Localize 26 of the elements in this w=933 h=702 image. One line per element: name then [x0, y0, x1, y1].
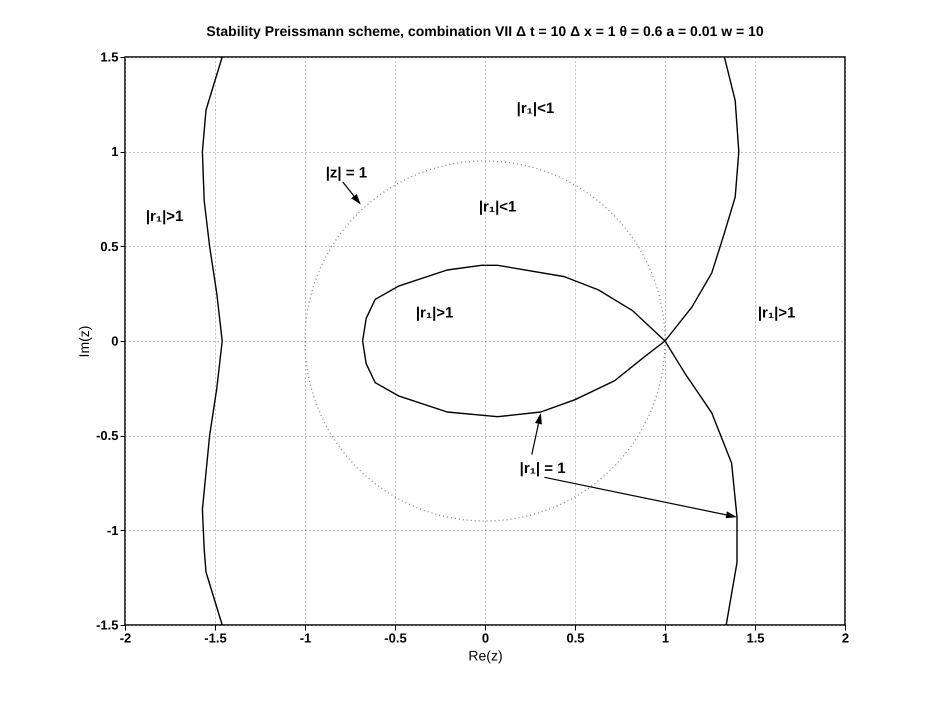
annotation: |z| = 1 [326, 164, 368, 182]
x-tick-label: -0.5 [384, 630, 407, 646]
x-tick-label: 2 [842, 630, 850, 646]
y-tick-label: -1 [106, 522, 118, 538]
annotation: |r₁|<1 [478, 198, 516, 216]
x-tick-label: -2 [120, 630, 132, 646]
y-tick-label: 1 [111, 144, 118, 160]
x-tick-label: 0.5 [566, 630, 585, 646]
x-axis-title: Re(z) [468, 648, 503, 664]
x-tick-label: 0 [482, 630, 490, 646]
x-tick-label: 1 [662, 630, 670, 646]
y-tick-label: -1.5 [96, 618, 118, 632]
y-tick-label: 0.5 [100, 238, 118, 254]
annotation: |r₁| = 1 [520, 460, 566, 477]
chart-title: Stability Preissmann scheme, combination VII Δ t = 10 Δ x = 1 θ = 0.6 a = 0.01 w = 10 [206, 23, 764, 39]
x-tick-label: 1.5 [746, 630, 765, 646]
annotation: |r₁|>1 [758, 304, 796, 322]
annotation: |r₁|>1 [146, 208, 184, 226]
y-tick-label: -0.5 [96, 428, 118, 444]
x-tick-label: -1.5 [204, 630, 227, 646]
y-tick-label: 0 [111, 334, 118, 348]
x-tick-label: -1 [300, 630, 312, 646]
y-axis-title: Im(z) [76, 326, 92, 358]
y-tick-label: 1.5 [100, 50, 118, 64]
annotation: |r₁|>1 [416, 304, 454, 322]
annotation: |r₁|<1 [516, 100, 554, 118]
